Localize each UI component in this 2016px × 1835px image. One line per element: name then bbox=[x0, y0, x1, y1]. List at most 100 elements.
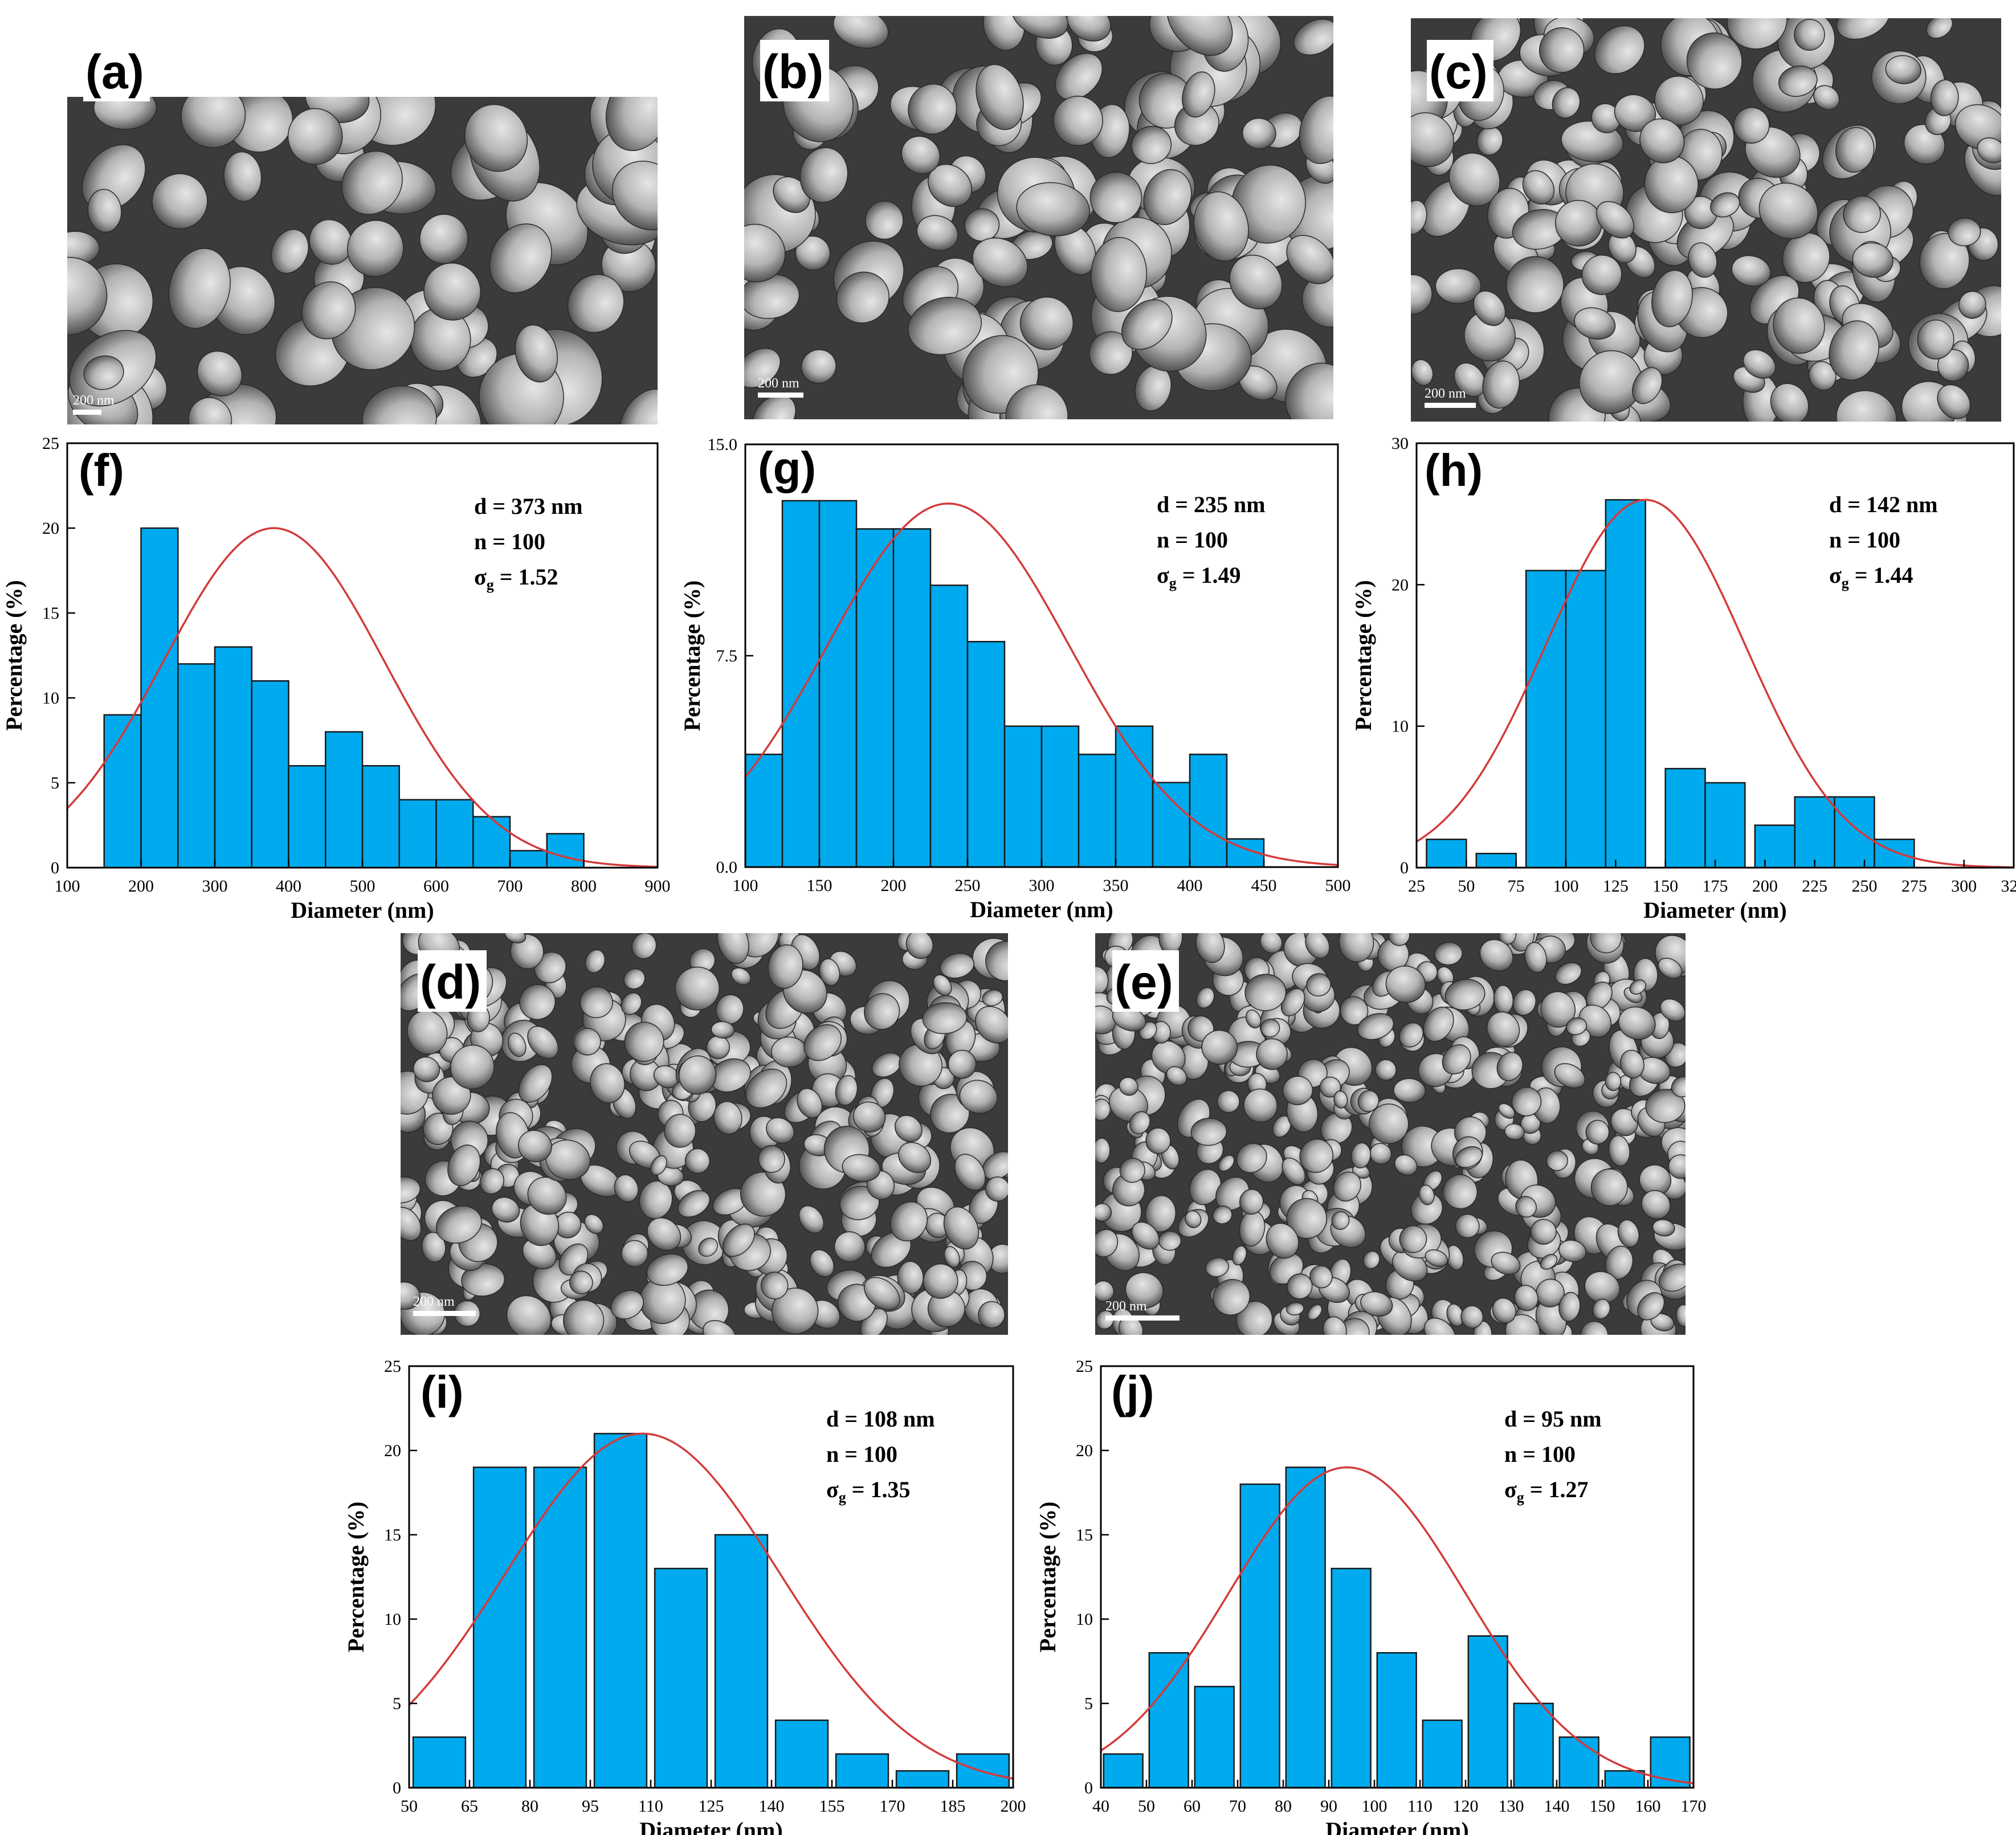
histogram-bar bbox=[140, 527, 179, 869]
y-tick-label: 5 bbox=[1084, 1694, 1093, 1713]
grain bbox=[1540, 991, 1576, 1028]
histogram-bar bbox=[533, 1466, 587, 1789]
grain bbox=[83, 355, 124, 390]
grain bbox=[614, 1174, 639, 1203]
y-tick-label: 20 bbox=[42, 519, 59, 538]
grain bbox=[1813, 85, 1840, 111]
grain bbox=[1937, 384, 1971, 419]
x-axis-label: Diameter (nm) bbox=[1325, 1817, 1468, 1835]
grain bbox=[1581, 255, 1622, 295]
histogram-bar bbox=[509, 849, 548, 869]
x-tick-label: 170 bbox=[1681, 1797, 1707, 1816]
histogram-bar bbox=[1040, 725, 1080, 868]
scale-bar-label: 200 nm bbox=[413, 1294, 455, 1309]
grain bbox=[1958, 291, 1986, 319]
grain bbox=[1658, 958, 1683, 979]
grain bbox=[1213, 1279, 1251, 1316]
grain bbox=[1306, 973, 1332, 997]
grain bbox=[1836, 390, 1897, 422]
x-tick-label: 125 bbox=[699, 1797, 724, 1816]
grain bbox=[1977, 137, 2001, 164]
grain bbox=[1095, 1098, 1111, 1121]
grain bbox=[1637, 1292, 1665, 1321]
x-tick-label: 900 bbox=[645, 877, 671, 896]
grain bbox=[1143, 169, 1192, 226]
grain bbox=[181, 97, 246, 148]
histogram-bar bbox=[1426, 839, 1467, 869]
grain bbox=[611, 161, 658, 231]
grain bbox=[1284, 362, 1333, 419]
grain bbox=[1309, 1265, 1333, 1289]
sem-image-a bbox=[67, 97, 658, 424]
grain bbox=[1742, 349, 1776, 379]
y-tick-label: 7.5 bbox=[716, 647, 738, 665]
grain bbox=[1394, 1154, 1418, 1176]
grain bbox=[1794, 19, 1825, 51]
stat-count: n = 100 bbox=[474, 529, 546, 554]
grain bbox=[1016, 182, 1090, 236]
x-tick-label: 110 bbox=[1407, 1797, 1433, 1816]
grain bbox=[1282, 1158, 1306, 1186]
scale-bar-d: 200 nm bbox=[413, 1294, 476, 1316]
grain bbox=[1618, 1006, 1656, 1040]
sem-image-d bbox=[401, 933, 1008, 1335]
grain bbox=[1512, 989, 1537, 1016]
histogram-bar bbox=[325, 731, 364, 869]
histogram-bar bbox=[1664, 767, 1706, 869]
grain bbox=[554, 1211, 582, 1239]
grain bbox=[664, 1114, 696, 1148]
sigma-value: = 1.27 bbox=[1524, 1477, 1589, 1502]
chart-label-j: (j) bbox=[1111, 1367, 1154, 1417]
grain bbox=[1393, 1078, 1426, 1104]
grain bbox=[1514, 1285, 1538, 1311]
x-axis-label: Diameter (nm) bbox=[1643, 897, 1786, 923]
grain bbox=[624, 1021, 664, 1062]
grain bbox=[1190, 1118, 1227, 1146]
grain bbox=[1232, 1245, 1247, 1266]
grain bbox=[1524, 942, 1547, 973]
stats-box-j: d = 95 nm n = 100 σg = 1.27 bbox=[1504, 1401, 1602, 1509]
histogram-bar bbox=[774, 1719, 829, 1789]
grain bbox=[1119, 1077, 1138, 1096]
grain bbox=[1195, 987, 1215, 1009]
grain bbox=[188, 397, 232, 424]
grain bbox=[197, 350, 243, 397]
histogram-bar bbox=[714, 1534, 769, 1789]
grain bbox=[580, 986, 613, 1019]
grain bbox=[1460, 1305, 1484, 1329]
chart-svg: 100 150 200 250 300 350 400 450 500 0.0 7.5 15.0 Dia… bbox=[679, 435, 1351, 922]
stat-sigma: σg = 1.27 bbox=[1504, 1472, 1602, 1509]
histogram-h: 25 50 75 100 125 150 175 200 225 250 275 300 325 0 10 2… bbox=[1345, 433, 2016, 923]
grain bbox=[1259, 933, 1283, 954]
fit-curve bbox=[66, 527, 658, 868]
histogram-bar bbox=[895, 1770, 950, 1789]
grain bbox=[567, 274, 625, 333]
grain bbox=[1592, 1298, 1611, 1319]
grain bbox=[1651, 269, 1693, 328]
grain bbox=[1357, 1090, 1380, 1113]
grain bbox=[798, 1205, 825, 1234]
grain bbox=[504, 933, 527, 943]
x-tick-label: 140 bbox=[1544, 1797, 1570, 1816]
grain bbox=[922, 1002, 968, 1035]
grain bbox=[1885, 55, 1921, 84]
grain bbox=[959, 1080, 998, 1114]
x-tick-label: 500 bbox=[350, 877, 376, 896]
grain bbox=[1835, 127, 1875, 173]
stat-mean-diameter: d = 108 nm bbox=[826, 1406, 935, 1432]
grain bbox=[419, 214, 468, 264]
histogram-bar bbox=[1003, 725, 1043, 868]
stat-sigma: σg = 1.52 bbox=[474, 559, 583, 596]
grain bbox=[1411, 274, 1433, 315]
grain bbox=[1299, 1138, 1333, 1173]
grain bbox=[1829, 320, 1880, 381]
x-tick-label: 75 bbox=[1508, 877, 1525, 896]
grain bbox=[1482, 360, 1520, 409]
x-tick-label: 400 bbox=[1177, 876, 1203, 895]
grain bbox=[985, 941, 1008, 982]
histogram-bar bbox=[818, 500, 858, 868]
y-tick-label: 0 bbox=[393, 1779, 401, 1797]
x-tick-label: 80 bbox=[1275, 1797, 1292, 1816]
grain bbox=[87, 189, 122, 233]
grain bbox=[948, 1049, 977, 1079]
